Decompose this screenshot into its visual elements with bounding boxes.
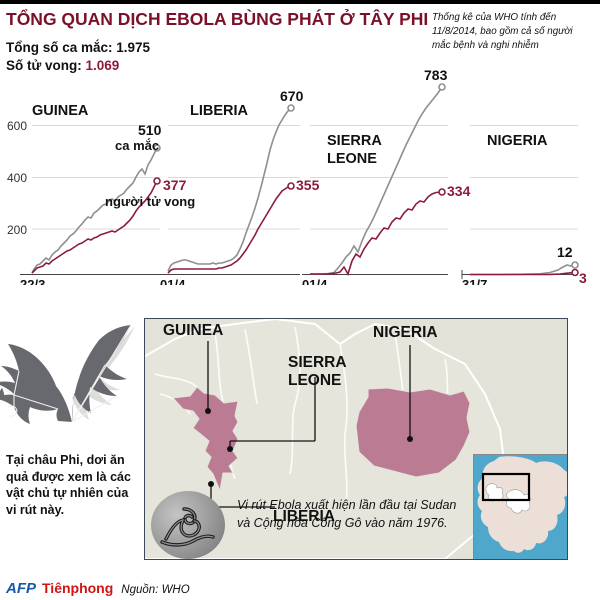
svg-text:người tử vong: người tử vong [105,194,195,209]
svg-text:SIERRA: SIERRA [327,133,382,149]
svg-text:3: 3 [579,270,587,285]
svg-text:NIGERIA: NIGERIA [487,133,548,149]
svg-text:377: 377 [163,177,187,193]
svg-text:510: 510 [138,122,162,138]
svg-text:GUINEA: GUINEA [32,103,89,119]
svg-text:LEONE: LEONE [288,372,341,389]
svg-text:LIBERIA: LIBERIA [190,103,249,119]
svg-text:01/4: 01/4 [302,277,328,285]
svg-text:670: 670 [280,88,304,104]
svg-text:31/7: 31/7 [462,277,487,285]
svg-text:ca mắc: ca mắc [115,138,159,153]
svg-text:200: 200 [7,223,27,237]
svg-text:783: 783 [424,67,448,83]
svg-text:01/4: 01/4 [160,277,186,285]
svg-text:LEONE: LEONE [327,151,377,167]
svg-text:334: 334 [447,183,471,199]
svg-text:NIGERIA: NIGERIA [373,324,438,341]
svg-text:SIERRA: SIERRA [288,354,347,371]
svg-text:22/3: 22/3 [20,277,45,285]
svg-text:355: 355 [296,177,320,193]
svg-text:GUINEA: GUINEA [163,322,223,339]
svg-text:400: 400 [7,171,27,185]
svg-text:12: 12 [557,244,573,260]
svg-text:600: 600 [7,119,27,133]
